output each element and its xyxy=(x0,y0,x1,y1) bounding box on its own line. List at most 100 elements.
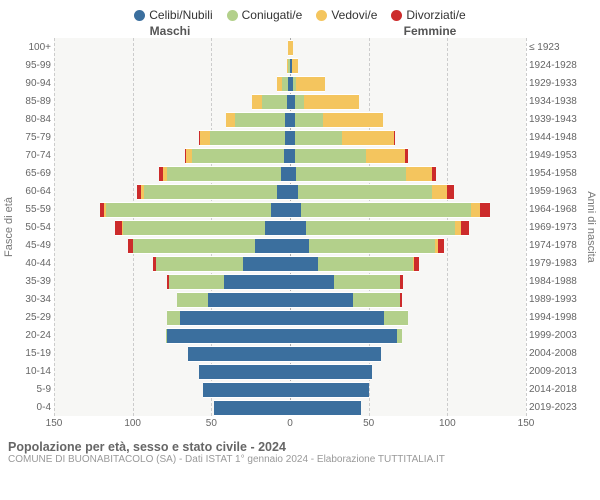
legend-item: Vedovi/e xyxy=(316,8,377,22)
age-label: 5-9 xyxy=(18,380,54,398)
birth-year-label: 1959-1963 xyxy=(526,182,582,200)
birth-year-axis: ≤ 19231924-19281929-19331934-19381939-19… xyxy=(526,38,582,416)
age-label: 0-4 xyxy=(18,398,54,416)
bar-segment xyxy=(123,220,265,236)
female-bar xyxy=(290,328,526,342)
age-label: 60-64 xyxy=(18,182,54,200)
male-bar xyxy=(54,310,290,324)
bar-segment xyxy=(438,238,444,254)
bar-segment xyxy=(226,112,235,128)
female-bar xyxy=(290,310,526,324)
pyramid-row xyxy=(54,182,526,200)
legend-swatch xyxy=(391,10,402,21)
pyramid-row xyxy=(54,308,526,326)
age-label: 95-99 xyxy=(18,56,54,74)
pyramid-row xyxy=(54,344,526,362)
pyramid-row xyxy=(54,128,526,146)
bar-segment xyxy=(177,292,208,308)
age-label: 30-34 xyxy=(18,290,54,308)
bar-segment xyxy=(262,94,287,110)
pyramid-row xyxy=(54,236,526,254)
female-bar xyxy=(290,364,526,378)
bar-segment xyxy=(290,328,397,344)
bar-segment xyxy=(295,130,342,146)
age-label: 85-89 xyxy=(18,92,54,110)
birth-year-label: 1979-1983 xyxy=(526,254,582,272)
male-bar xyxy=(54,346,290,360)
birth-year-label: 2014-2018 xyxy=(526,380,582,398)
male-bar xyxy=(54,274,290,288)
bar-segment xyxy=(414,256,419,272)
x-tick: 50 xyxy=(363,418,374,429)
legend-item: Coniugati/e xyxy=(227,8,303,22)
pyramid-row xyxy=(54,92,526,110)
male-bar xyxy=(54,94,290,108)
birth-year-label: 1954-1958 xyxy=(526,164,582,182)
pyramid-row xyxy=(54,56,526,74)
bar-segment xyxy=(295,94,304,110)
bar-segment xyxy=(301,202,471,218)
legend-label: Divorziati/e xyxy=(406,8,465,22)
bar-segment xyxy=(144,184,278,200)
birth-year-label: ≤ 1923 xyxy=(526,38,582,56)
bar-segment xyxy=(290,400,361,416)
bar-segment xyxy=(290,256,318,272)
chart-footer: Popolazione per età, sesso e stato civil… xyxy=(0,436,600,465)
x-tick: 100 xyxy=(439,418,456,429)
bar-segment xyxy=(106,202,271,218)
birth-year-label: 1999-2003 xyxy=(526,326,582,344)
bar-segment xyxy=(169,274,224,290)
bar-segment xyxy=(295,112,323,128)
bar-segment xyxy=(318,256,412,272)
bar-segment xyxy=(290,346,381,362)
male-bar xyxy=(54,58,290,72)
female-bar xyxy=(290,94,526,108)
bar-segment xyxy=(353,292,400,308)
bar-segment xyxy=(323,112,383,128)
female-bar xyxy=(290,220,526,234)
male-bar xyxy=(54,364,290,378)
gender-headers: Maschi Femmine xyxy=(0,24,600,38)
female-bar xyxy=(290,400,526,414)
bar-segment xyxy=(156,256,243,272)
age-label: 100+ xyxy=(18,38,54,56)
male-bar xyxy=(54,184,290,198)
bar-segment xyxy=(243,256,290,272)
birth-year-label: 2019-2023 xyxy=(526,398,582,416)
pyramid-row xyxy=(54,146,526,164)
pyramid-row xyxy=(54,74,526,92)
bar-segment xyxy=(366,148,405,164)
age-label: 20-24 xyxy=(18,326,54,344)
female-bar xyxy=(290,112,526,126)
bar-segment xyxy=(290,238,309,254)
bar-segment xyxy=(192,148,283,164)
age-label: 15-19 xyxy=(18,344,54,362)
bar-segment xyxy=(265,220,290,236)
bar-segment xyxy=(334,274,400,290)
birth-year-label: 1984-1988 xyxy=(526,272,582,290)
legend-label: Celibi/Nubili xyxy=(149,8,212,22)
x-tick: 100 xyxy=(124,418,141,429)
x-axis: 15010050050100150 xyxy=(0,416,600,436)
bar-segment xyxy=(290,292,353,308)
birth-year-label: 2004-2008 xyxy=(526,344,582,362)
male-bar xyxy=(54,76,290,90)
bar-segment xyxy=(290,310,384,326)
male-bar xyxy=(54,220,290,234)
bar-segment xyxy=(167,328,290,344)
female-bar xyxy=(290,382,526,396)
male-bar xyxy=(54,256,290,270)
female-bar xyxy=(290,274,526,288)
legend-item: Celibi/Nubili xyxy=(134,8,212,22)
legend-label: Coniugati/e xyxy=(242,8,303,22)
birth-year-label: 2009-2013 xyxy=(526,362,582,380)
bar-segment xyxy=(309,238,435,254)
age-label: 90-94 xyxy=(18,74,54,92)
legend: Celibi/Nubili Coniugati/e Vedovi/e Divor… xyxy=(0,0,600,24)
age-label: 40-44 xyxy=(18,254,54,272)
pyramid-row xyxy=(54,254,526,272)
female-bar xyxy=(290,256,526,270)
female-bar xyxy=(290,238,526,252)
bar-segment xyxy=(394,130,396,146)
legend-swatch xyxy=(134,10,145,21)
